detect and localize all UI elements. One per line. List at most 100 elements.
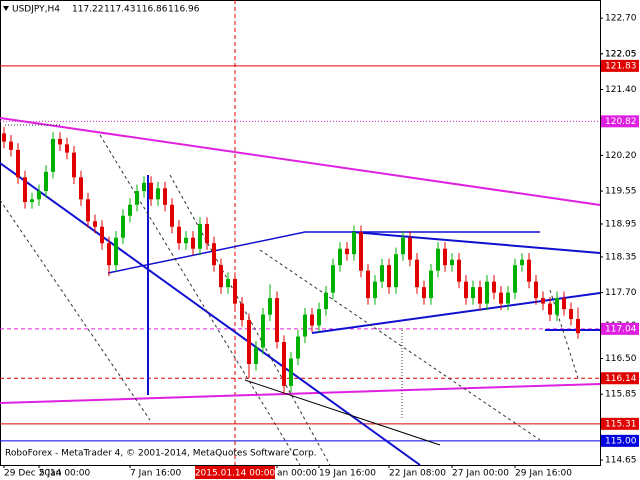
candle-body <box>506 292 510 304</box>
candle-body <box>191 237 195 249</box>
candle-body <box>240 303 244 321</box>
candle-body <box>317 309 321 326</box>
x-tick-label: 27 Jan 00:00 <box>452 469 509 479</box>
candle-body <box>198 223 202 249</box>
candle-body <box>170 204 174 227</box>
candle-body <box>331 265 335 293</box>
level-label-bg <box>601 115 639 128</box>
candle-body <box>72 152 76 178</box>
candle-body <box>163 188 167 205</box>
candle-body <box>107 243 111 266</box>
candle-body <box>296 336 300 359</box>
trend-line <box>351 231 601 254</box>
channel-line <box>244 379 441 446</box>
candle-body <box>422 287 426 299</box>
y-tick-label: 122.70 <box>605 14 637 24</box>
candle-body <box>79 177 83 200</box>
candle-body <box>499 292 503 304</box>
candle-body <box>268 298 272 315</box>
candle-body <box>345 248 349 255</box>
level-label-bg <box>601 372 639 385</box>
candle-body <box>576 318 580 334</box>
candle-body <box>2 133 6 142</box>
y-tick-label: 114.65 <box>605 456 637 466</box>
candle-body <box>205 223 209 244</box>
candle-body <box>121 215 125 238</box>
candle-body <box>478 287 482 304</box>
candle-body <box>100 226 104 244</box>
candle-body <box>352 232 356 255</box>
header-value: 117.22 <box>72 5 104 15</box>
candle-body <box>492 281 496 293</box>
candle-body <box>93 221 97 227</box>
candle-body <box>513 265 517 293</box>
level-label-bg <box>601 322 639 335</box>
y-tick-label: 119.55 <box>605 187 637 197</box>
header-value: 116.86 <box>136 5 168 15</box>
candle-body <box>247 320 251 364</box>
drawings <box>0 117 601 466</box>
level-label-bg <box>601 434 639 447</box>
level-label: 121.83 <box>605 61 637 71</box>
candle-body <box>184 237 188 244</box>
y-tick-label: 122.05 <box>605 49 637 59</box>
candle-body <box>457 259 461 282</box>
candle-body <box>233 278 237 304</box>
candle-body <box>394 254 398 288</box>
y-tick-label: 122.05 <box>605 49 637 59</box>
y-tick-label: 120.20 <box>605 151 637 161</box>
header-icon <box>3 6 9 11</box>
candle-body <box>380 265 384 282</box>
candle-body <box>387 265 391 288</box>
candle-body <box>9 141 13 150</box>
level-label-bg <box>601 59 639 72</box>
y-tick-label: 121.40 <box>605 85 637 95</box>
x-tick-label: 19 Jan 16:00 <box>319 469 376 479</box>
candle-body <box>541 298 545 304</box>
candle-body <box>219 265 223 288</box>
channel-line <box>169 174 331 466</box>
candle-body <box>373 281 377 299</box>
candle-body <box>135 191 139 205</box>
candle-body <box>324 292 328 310</box>
level-label: 115.00 <box>605 436 637 446</box>
candle-body <box>156 188 160 200</box>
candle-body <box>408 237 412 260</box>
candle-body <box>23 177 27 203</box>
candle-body <box>443 248 447 266</box>
candle-body <box>226 278 230 288</box>
trend-line <box>107 231 540 274</box>
level-label-bg <box>601 417 639 430</box>
candle-body <box>310 314 314 326</box>
candle-body <box>282 342 286 386</box>
x-tick-label: 2015.01.14 00:00 <box>195 469 276 479</box>
candle-body <box>212 243 216 266</box>
header-value: 117.43 <box>104 5 136 15</box>
candle-body <box>415 259 419 288</box>
candle-body <box>65 144 69 153</box>
candle-body <box>261 314 265 348</box>
candle-body <box>569 309 573 319</box>
x-tick-label: an 00:00 <box>277 469 317 479</box>
channel-line <box>99 134 301 466</box>
header-value: 116.96 <box>168 5 200 15</box>
candle-body <box>58 138 62 145</box>
candle-body <box>289 358 293 386</box>
x-tick-label: 22 Jan 08:00 <box>389 469 446 479</box>
candle-body <box>527 259 531 282</box>
footer: RoboForex - MetaTrader 4, © 2001-2014, M… <box>5 449 317 459</box>
candle-body <box>485 281 489 304</box>
level-label: 116.14 <box>605 374 637 384</box>
channel-line <box>259 249 541 441</box>
x-tick-label: 29 Dec 2014 <box>4 469 62 479</box>
candle-body <box>303 314 307 337</box>
candle-body <box>534 281 538 299</box>
candle-body <box>471 287 475 299</box>
trend-line <box>0 383 601 404</box>
candle-body <box>401 237 405 255</box>
x-label-highlight <box>195 466 275 479</box>
level-label: 120.82 <box>605 117 637 127</box>
candle-body <box>464 281 468 299</box>
candle-body <box>359 232 363 271</box>
